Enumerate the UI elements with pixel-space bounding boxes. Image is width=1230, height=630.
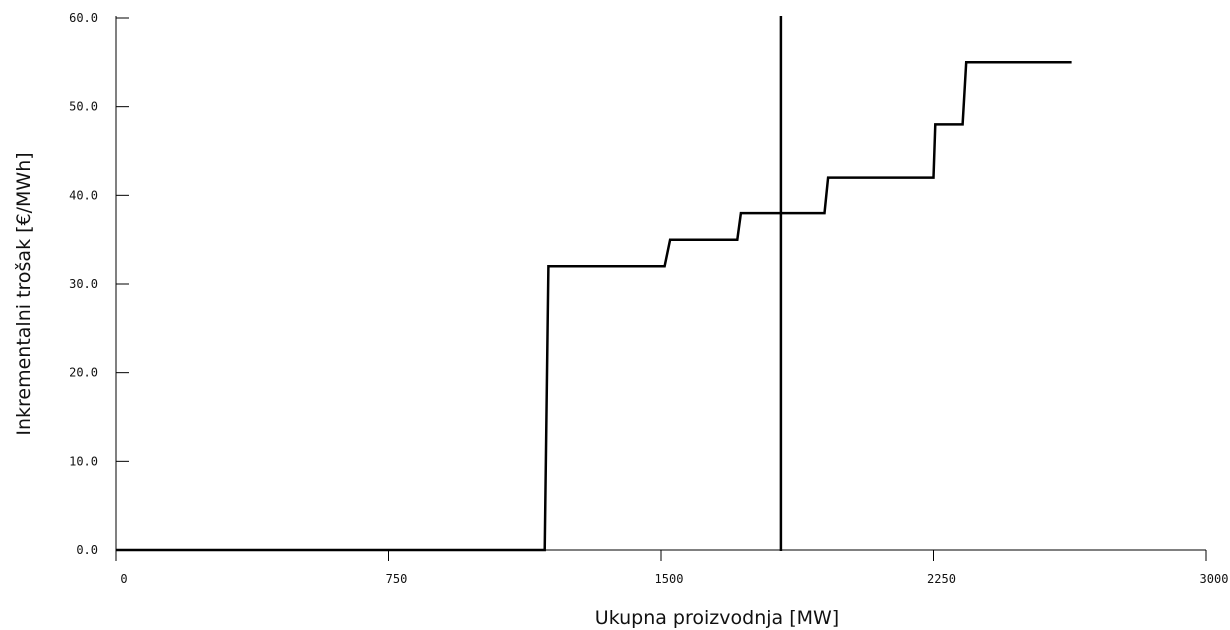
y-tick-label: 40.0 (69, 188, 98, 202)
x-axis-ticks: 0 750 1500 2250 3000 (116, 550, 1228, 586)
y-tick-label: 60.0 (69, 11, 98, 25)
y-axis-ticks: 0.0 10.0 20.0 30.0 40.0 50.0 60.0 (69, 11, 129, 557)
series-group (116, 62, 1072, 550)
y-axis-title: Inkrementalni trošak [€/MWh] (13, 152, 35, 435)
y-tick-label: 20.0 (69, 366, 98, 380)
y-tick-label: 10.0 (69, 454, 98, 468)
x-axis-title: Ukupna proizvodnja [MW] (595, 607, 839, 629)
y-tick-label: 30.0 (69, 277, 98, 291)
x-tick-label: 0 (120, 572, 127, 586)
y-tick-label: 50.0 (69, 100, 98, 114)
x-tick-label: 3000 (1200, 572, 1229, 586)
cost-step-line (116, 62, 1072, 550)
x-tick-label: 750 (386, 572, 408, 586)
x-tick-label: 1500 (655, 572, 684, 586)
y-tick-label: 0.0 (76, 543, 98, 557)
x-tick-label: 2250 (927, 572, 956, 586)
